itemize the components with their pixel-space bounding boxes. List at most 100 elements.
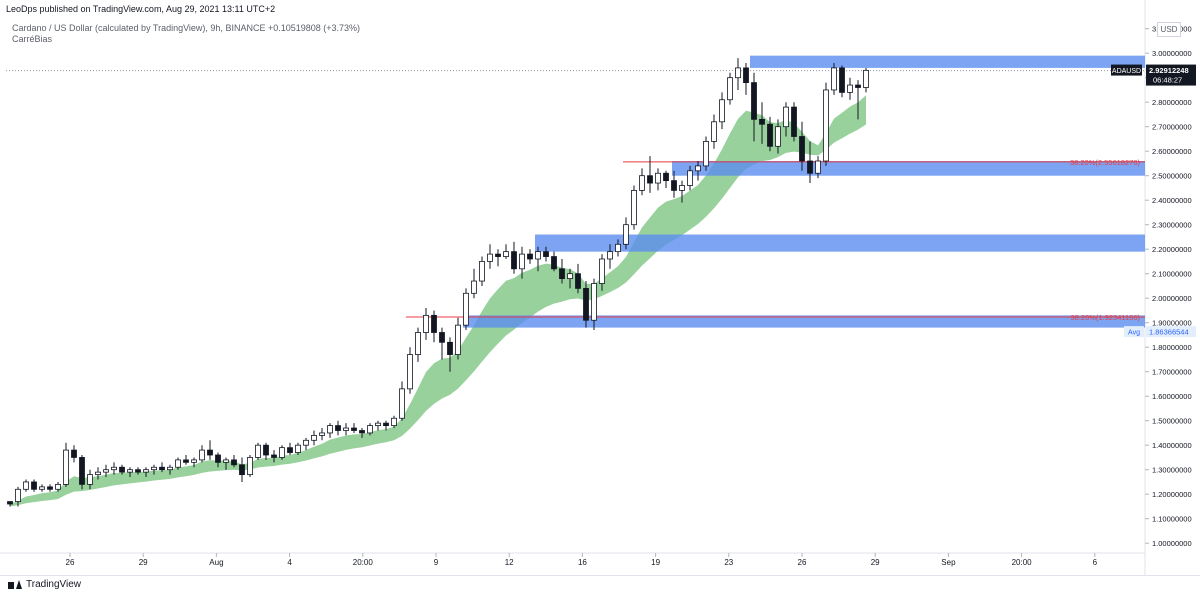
candle-body	[527, 253, 533, 260]
candle-body	[351, 427, 357, 431]
candle-body	[327, 425, 333, 434]
candle-body	[143, 469, 149, 473]
candle-body	[511, 251, 517, 270]
price-axis: 3.100000003.000000002.900000002.80000000…	[1145, 25, 1192, 548]
indicator-name: CarréBias	[12, 34, 53, 44]
candles	[7, 58, 869, 507]
price-tick-label: 2.60000000	[1152, 147, 1192, 156]
candle-body	[335, 425, 341, 431]
candle-body	[135, 469, 141, 473]
candle-body	[103, 469, 109, 473]
candle-body	[7, 501, 13, 505]
candle-body	[127, 469, 133, 473]
time-tick-label: 9	[434, 558, 439, 567]
candle-body	[463, 292, 469, 326]
time-tick-label: 20:00	[1012, 558, 1033, 567]
candle-body	[647, 175, 653, 184]
candle-body	[439, 332, 445, 343]
countdown-tag: 06:48:27	[1153, 76, 1182, 85]
time-axis: 26 29 Aug 4 20:00 9 12 16 19 23 26 29 Sep 20:00 6	[66, 553, 1098, 567]
candle-body	[255, 444, 261, 458]
candle-body	[591, 283, 597, 321]
candle-body	[191, 459, 197, 463]
candle-body	[63, 449, 69, 485]
candle-body	[839, 67, 845, 93]
price-tick-label: 2.10000000	[1152, 270, 1192, 279]
candle-body	[431, 314, 437, 333]
candle-body	[415, 332, 421, 355]
time-tick-label: 16	[578, 558, 587, 567]
candle-body	[695, 165, 701, 172]
price-tick-label: 2.30000000	[1152, 221, 1192, 230]
candle-body	[15, 488, 21, 502]
candle-body	[791, 106, 797, 137]
candle-body	[207, 449, 213, 456]
candle-body	[455, 324, 461, 355]
candle-body	[183, 459, 189, 463]
candle-body	[487, 253, 493, 262]
candle-body	[863, 69, 869, 88]
candle-body	[159, 466, 165, 471]
candle-body	[223, 459, 229, 463]
tradingview-logo[interactable]: TradingView	[8, 579, 81, 590]
candle-body	[567, 273, 573, 280]
price-tick-label: 2.70000000	[1152, 123, 1192, 132]
time-tick-label: Aug	[209, 558, 223, 567]
price-tick-label: 2.80000000	[1152, 98, 1192, 107]
price-tick-label: 1.00000000	[1152, 539, 1192, 548]
candle-body	[807, 160, 813, 174]
candle-body	[39, 486, 45, 490]
time-tick-label: 23	[724, 558, 733, 567]
bias-band	[10, 95, 866, 507]
footer: TradingView	[0, 575, 1200, 596]
candle-body	[831, 67, 837, 91]
candle-body	[759, 118, 765, 125]
zone-rect	[463, 315, 1145, 328]
candle-body	[447, 341, 453, 355]
currency-button[interactable]: USD	[1157, 22, 1181, 37]
candle-body	[23, 481, 29, 490]
candle-body	[703, 140, 709, 167]
price-chart[interactable]: 38.20%(2.55618270) 38.20%(1.92341166) 3.1…	[0, 0, 1200, 575]
price-tick-label: 1.40000000	[1152, 441, 1192, 450]
candle-body	[95, 471, 101, 475]
candle-body	[31, 481, 37, 490]
price-tick-label: 2.50000000	[1152, 172, 1192, 181]
candle-body	[631, 189, 637, 226]
candle-body	[535, 251, 541, 260]
candle-body	[263, 444, 269, 456]
candle-body	[503, 251, 509, 257]
candle-body	[743, 67, 749, 84]
grid	[0, 0, 1146, 575]
candle-body	[239, 464, 245, 475]
time-tick-label: Sep	[941, 558, 956, 567]
candle-body	[399, 388, 405, 419]
candle-body	[383, 422, 389, 426]
price-tick-label: 1.70000000	[1152, 368, 1192, 377]
avg-price-tag-bg	[1146, 326, 1196, 338]
price-tick-label: 1.90000000	[1152, 319, 1192, 328]
candle-body	[559, 268, 565, 279]
candle-body	[735, 67, 741, 79]
candle-body	[119, 466, 125, 473]
candle-body	[639, 175, 645, 191]
price-tick-label: 2.00000000	[1152, 294, 1192, 303]
series-name: Cardano / US Dollar (calculated by Tradi…	[12, 23, 266, 33]
candle-body	[471, 280, 477, 294]
candle-body	[479, 261, 485, 282]
candle-body	[343, 427, 349, 431]
candle-body	[679, 185, 685, 191]
candle-body	[199, 449, 205, 461]
zone-rect	[535, 234, 1145, 252]
candle-body	[407, 354, 413, 390]
avg-price-tag: 1.86366544	[1149, 328, 1189, 337]
candle-body	[551, 256, 557, 270]
series-title: Cardano / US Dollar (calculated by Tradi…	[12, 23, 360, 33]
price-tick-label: 2.40000000	[1152, 196, 1192, 205]
candle-body	[607, 251, 613, 260]
symbol-tag-bg	[1111, 64, 1142, 76]
last-price-tag: 2.92912248	[1149, 66, 1189, 75]
time-tick-label: 26	[798, 558, 807, 567]
